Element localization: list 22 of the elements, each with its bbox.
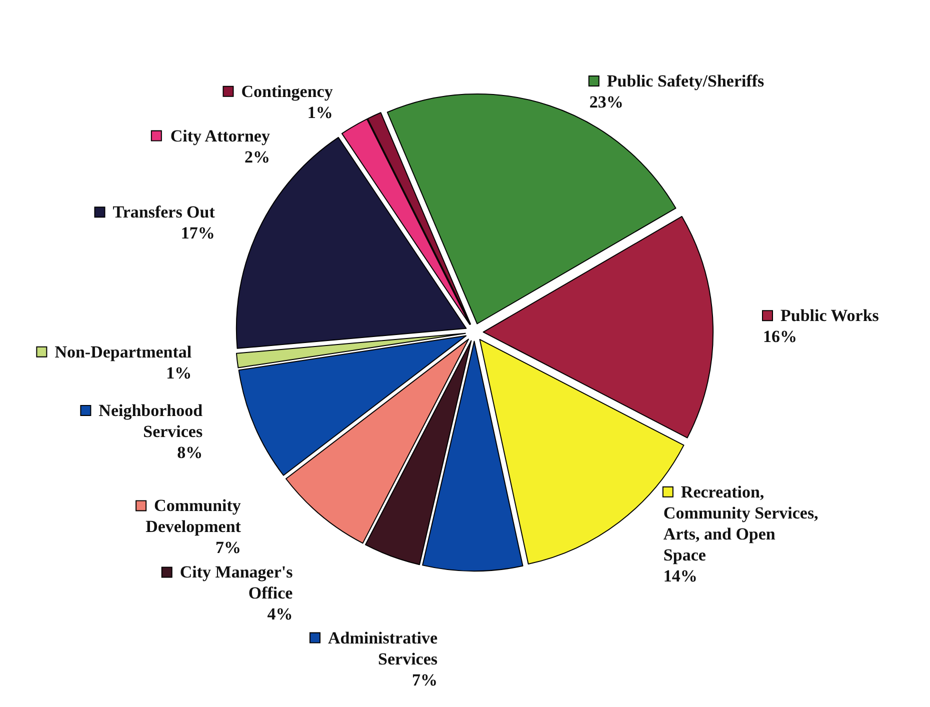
- legend-label: Recreation, Community Services, Arts, and Open Space: [663, 482, 818, 564]
- data-label: 7%: [215, 538, 241, 558]
- legend-label: City Attorney: [162, 126, 270, 146]
- data-label: 2%: [244, 147, 270, 166]
- legend-label: Non-Departmental: [46, 342, 192, 362]
- data-label: 4%: [267, 604, 293, 624]
- data-label: 14%: [663, 566, 698, 586]
- data-label: 1%: [307, 102, 333, 122]
- data-label: 17%: [180, 224, 215, 243]
- legend-label: Neighborhood Services: [90, 400, 204, 441]
- legend-label: Public Works: [772, 306, 880, 326]
- data-label: 16%: [763, 327, 797, 346]
- legend-label: City Manager's Office: [171, 562, 294, 603]
- legend-label: Public Safety/Sheriffs: [598, 71, 765, 90]
- legend-label: Transfers Out: [104, 202, 216, 222]
- legend-label: Administrative Services: [320, 628, 438, 668]
- data-label: 1%: [166, 363, 192, 382]
- legend-label: Contingency: [232, 82, 334, 101]
- legend-label: Community Development: [146, 496, 242, 536]
- data-label: 23%: [589, 92, 624, 112]
- data-label: 8%: [177, 442, 203, 462]
- data-label: 7%: [412, 670, 438, 690]
